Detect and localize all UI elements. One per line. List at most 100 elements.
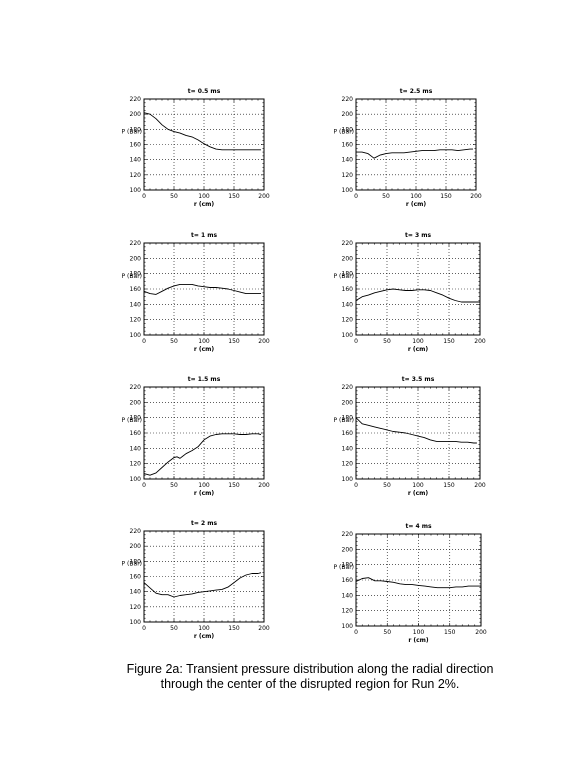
- x-axis-label: r (cm): [408, 346, 429, 353]
- y-tick-label: 180: [130, 558, 142, 565]
- y-tick-label: 160: [342, 286, 354, 293]
- x-tick-label: 0: [142, 193, 146, 200]
- x-tick-label: 0: [354, 193, 358, 200]
- x-tick-label: 150: [443, 482, 455, 489]
- y-tick-label: 200: [130, 543, 142, 550]
- x-tick-label: 100: [198, 482, 210, 489]
- y-tick-label: 140: [130, 301, 142, 308]
- y-tick-label: 220: [342, 384, 354, 391]
- x-tick-label: 150: [228, 625, 240, 632]
- x-tick-label: 50: [382, 193, 390, 200]
- y-tick-label: 220: [342, 531, 354, 538]
- y-tick-label: 200: [342, 399, 354, 406]
- y-tick-label: 220: [342, 96, 354, 103]
- chart-panel-2: 0 50 100 150 200 100 120 140 160 180 200 220 t= 2.5 …: [334, 88, 482, 208]
- x-tick-label: 150: [228, 193, 240, 200]
- y-tick-label: 100: [342, 187, 354, 194]
- x-tick-label: 50: [383, 482, 391, 489]
- y-tick-label: 140: [342, 301, 354, 308]
- y-tick-label: 100: [130, 187, 142, 194]
- x-tick-label: 50: [170, 625, 178, 632]
- x-tick-label: 150: [228, 338, 240, 345]
- x-tick-label: 150: [228, 482, 240, 489]
- x-tick-label: 0: [142, 625, 146, 632]
- chart-title: t= 2 ms: [191, 520, 218, 527]
- chart-title: t= 3 ms: [405, 232, 432, 239]
- y-tick-label: 160: [342, 577, 354, 584]
- y-tick-label: 120: [130, 461, 142, 468]
- x-tick-label: 200: [475, 629, 487, 636]
- y-tick-label: 220: [130, 240, 142, 247]
- x-tick-label: 100: [410, 193, 422, 200]
- x-tick-label: 0: [354, 482, 358, 489]
- y-tick-label: 180: [342, 562, 354, 569]
- figure-caption-line-2: through the center of the disrupted regi…: [160, 677, 460, 691]
- y-tick-label: 140: [130, 445, 142, 452]
- x-tick-label: 200: [258, 482, 270, 489]
- x-tick-label: 0: [354, 629, 358, 636]
- chart-panel-5: 0 50 100 150 200 100 120 140 160 180 200 220 t= 1.5 …: [122, 376, 270, 497]
- y-tick-label: 180: [130, 271, 142, 278]
- y-tick-label: 100: [130, 332, 142, 339]
- x-tick-label: 200: [258, 625, 270, 632]
- x-axis-label: r (cm): [194, 201, 215, 208]
- y-tick-label: 100: [130, 476, 142, 483]
- x-tick-label: 50: [170, 193, 178, 200]
- x-tick-label: 0: [354, 338, 358, 345]
- chart-title: t= 4 ms: [405, 523, 432, 530]
- y-tick-label: 120: [342, 608, 354, 615]
- pressure-series-line: [143, 112, 261, 151]
- chart-panel-6: 0 50 100 150 200 100 120 140 160 180 200 220 t= 3.5 …: [334, 376, 486, 497]
- y-axis-label: P (Bar): [334, 129, 354, 136]
- y-tick-label: 160: [130, 286, 142, 293]
- y-tick-label: 100: [342, 476, 354, 483]
- chart-title: t= 1 ms: [191, 232, 218, 239]
- chart-panel-3: 0 50 100 150 200 100 120 140 160 180 200 220 t= 1 ms…: [122, 232, 270, 353]
- y-axis-label: P (Bar): [122, 561, 142, 568]
- y-tick-label: 220: [342, 240, 354, 247]
- y-tick-label: 160: [130, 430, 142, 437]
- chart-panel-7: 0 50 100 150 200 100 120 140 160 180 200 220 t= 2 ms…: [122, 520, 270, 640]
- x-tick-label: 50: [383, 629, 391, 636]
- y-axis-label: P (Bar): [334, 564, 354, 571]
- y-tick-label: 120: [342, 317, 354, 324]
- y-tick-label: 100: [342, 332, 354, 339]
- x-tick-label: 0: [142, 482, 146, 489]
- x-tick-label: 200: [474, 482, 486, 489]
- y-tick-label: 140: [342, 592, 354, 599]
- x-tick-label: 150: [443, 338, 455, 345]
- y-axis-label: P (Bar): [334, 417, 354, 424]
- y-tick-label: 140: [130, 589, 142, 596]
- y-tick-label: 140: [342, 157, 354, 164]
- y-tick-label: 140: [342, 445, 354, 452]
- y-tick-label: 140: [130, 157, 142, 164]
- chart-title: t= 0.5 ms: [188, 88, 221, 95]
- y-tick-label: 120: [130, 317, 142, 324]
- y-tick-label: 200: [342, 111, 354, 118]
- pressure-series-line: [355, 288, 480, 303]
- x-tick-label: 100: [413, 629, 425, 636]
- chart-title: t= 1.5 ms: [188, 376, 221, 383]
- chart-title: t= 2.5 ms: [400, 88, 433, 95]
- x-tick-label: 200: [258, 338, 270, 345]
- y-tick-label: 160: [130, 142, 142, 149]
- x-axis-label: r (cm): [194, 633, 215, 640]
- x-axis-label: r (cm): [406, 201, 427, 208]
- x-tick-label: 150: [440, 193, 452, 200]
- y-tick-label: 100: [130, 619, 142, 626]
- x-tick-label: 100: [198, 338, 210, 345]
- y-tick-label: 160: [130, 574, 142, 581]
- y-axis-label: P (Bar): [122, 129, 142, 136]
- y-tick-label: 200: [130, 399, 142, 406]
- x-axis-label: r (cm): [408, 637, 429, 644]
- x-axis-label: r (cm): [194, 490, 215, 497]
- y-tick-label: 100: [342, 623, 354, 630]
- y-tick-label: 120: [130, 172, 142, 179]
- x-tick-label: 50: [383, 338, 391, 345]
- x-axis-label: r (cm): [408, 490, 429, 497]
- y-tick-label: 200: [130, 255, 142, 262]
- pressure-series-line: [143, 283, 261, 295]
- y-tick-label: 200: [130, 111, 142, 118]
- pressure-series-line: [143, 572, 262, 598]
